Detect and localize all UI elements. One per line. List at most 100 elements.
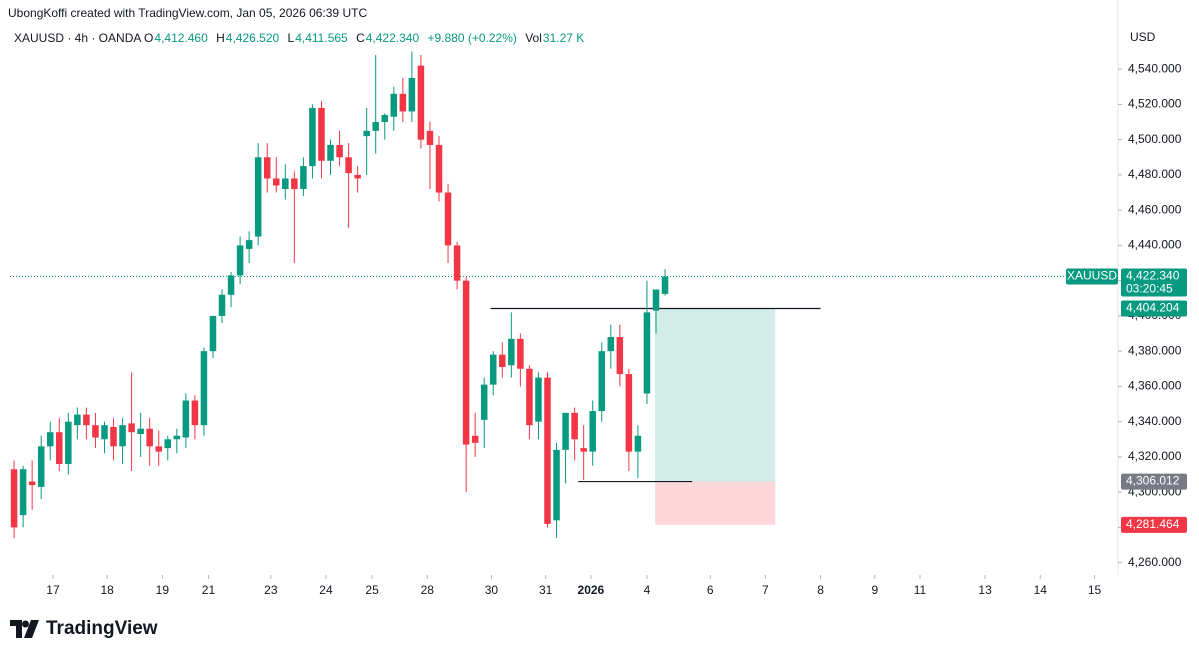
candle-body xyxy=(480,384,488,420)
candle-body xyxy=(37,446,45,487)
x-tick-label: 25 xyxy=(365,583,379,597)
logo-text: TradingView xyxy=(46,618,158,639)
candle-body xyxy=(634,435,642,452)
candle-body xyxy=(200,351,208,426)
candle-body xyxy=(499,354,506,368)
x-tick-label: 6 xyxy=(707,583,714,597)
low-value: 4,411.565 xyxy=(295,31,348,45)
x-tick-label: 4 xyxy=(644,583,651,597)
x-tick-label: 23 xyxy=(264,583,278,597)
candle-body xyxy=(56,432,63,464)
candle-body xyxy=(607,337,615,352)
candle-body xyxy=(517,338,524,369)
symbol-tag-bg xyxy=(1066,268,1118,285)
close-value: 4,422.340 xyxy=(365,31,420,45)
candle-body xyxy=(218,294,226,316)
y-tick-label: 4,480.000 xyxy=(1128,167,1182,181)
candle-body xyxy=(390,93,398,117)
candle-body xyxy=(273,178,280,186)
x-tick-label: 21 xyxy=(202,583,216,597)
candle-body xyxy=(164,439,172,449)
candle-body xyxy=(128,423,135,433)
y-axis-label: USD xyxy=(1130,30,1156,44)
x-tick-label: 8 xyxy=(817,583,824,597)
y-tick-label: 4,260.000 xyxy=(1128,555,1182,569)
candle-body xyxy=(236,245,244,276)
logo-mark xyxy=(10,620,39,638)
target-price-tag: 4,404.204 xyxy=(1126,301,1180,315)
y-tick-label: 4,440.000 xyxy=(1128,238,1182,252)
candle-body xyxy=(327,144,334,161)
high-label: H xyxy=(216,31,225,45)
candle-body xyxy=(616,337,624,375)
volume-value: 31.27 K xyxy=(542,31,585,45)
x-tick-label: 13 xyxy=(978,583,992,597)
stop-price-tag-bg xyxy=(1121,516,1187,533)
candle-body xyxy=(291,178,298,190)
last-price-tag: 4,422.340 xyxy=(1126,269,1180,283)
candle-body xyxy=(263,157,271,179)
y-tick-label: 4,320.000 xyxy=(1128,449,1182,463)
x-tick-label: 15 xyxy=(1088,583,1102,597)
attribution: UbongKoffi created with TradingView.com,… xyxy=(8,6,368,20)
candle-body xyxy=(363,130,370,137)
candle-body xyxy=(137,428,144,434)
candle-body xyxy=(462,280,470,445)
x-tick-label: 18 xyxy=(101,583,115,597)
candle-body xyxy=(155,446,162,452)
high-value: 4,426.520 xyxy=(225,31,280,45)
candle-body xyxy=(580,448,587,452)
candle-body xyxy=(652,289,660,311)
candle-body xyxy=(309,107,316,167)
candle-body xyxy=(209,315,217,352)
candle-body xyxy=(336,144,343,158)
candle-body xyxy=(345,157,352,174)
stop-price-tag: 4,281.464 xyxy=(1126,517,1180,531)
candle-body xyxy=(526,368,533,426)
candle-body xyxy=(110,426,117,447)
candle-body xyxy=(598,351,606,412)
candle-body xyxy=(146,428,153,447)
y-tick-label: 4,380.000 xyxy=(1128,343,1182,357)
candle-body xyxy=(571,412,578,440)
candle-body xyxy=(489,354,497,385)
candle-body xyxy=(508,338,515,366)
candle-body xyxy=(254,157,262,237)
candle-body xyxy=(83,414,90,426)
candle-body xyxy=(191,400,199,426)
countdown: 03:20:45 xyxy=(1126,282,1173,296)
low-label: L xyxy=(287,31,295,45)
candle-body xyxy=(535,377,542,422)
candle-body xyxy=(553,449,560,521)
candle-body xyxy=(544,377,551,524)
candle-body xyxy=(119,425,126,447)
candle-body xyxy=(282,178,289,190)
candle-body xyxy=(245,240,253,249)
candle-body xyxy=(372,122,379,131)
candle-body xyxy=(643,312,651,394)
candle-body xyxy=(318,107,325,161)
target-zone xyxy=(655,308,776,482)
legend: XAUUSD · 4h · OANDA O4,412.460 H4,426.52… xyxy=(14,31,589,45)
logo: TradingView xyxy=(10,618,158,640)
candle-body xyxy=(354,174,361,179)
candle-body xyxy=(65,421,72,464)
target-price-tag-bg xyxy=(1121,300,1187,317)
candle-body xyxy=(173,435,181,440)
candle-body xyxy=(399,93,407,112)
candle-body xyxy=(46,432,54,447)
y-tick-label: 4,340.000 xyxy=(1128,414,1182,428)
candle-body xyxy=(471,435,479,443)
x-tick-label: 31 xyxy=(539,583,553,597)
entry-price-tag: 4,306.012 xyxy=(1126,474,1180,488)
x-tick-label: 14 xyxy=(1034,583,1048,597)
x-tick-label: 7 xyxy=(762,583,769,597)
x-tick-label: 19 xyxy=(156,583,170,597)
volume-label: Vol xyxy=(525,31,542,45)
candle-body xyxy=(182,400,190,438)
y-tick-label: 4,360.000 xyxy=(1128,379,1182,393)
candle-body xyxy=(661,276,669,294)
y-tick-label: 4,460.000 xyxy=(1128,202,1182,216)
